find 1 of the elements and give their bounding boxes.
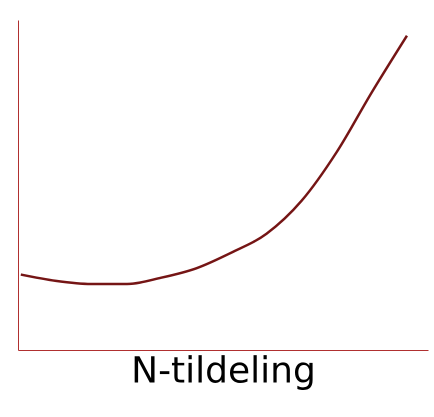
x-axis-title: N-tildeling [131, 350, 316, 392]
